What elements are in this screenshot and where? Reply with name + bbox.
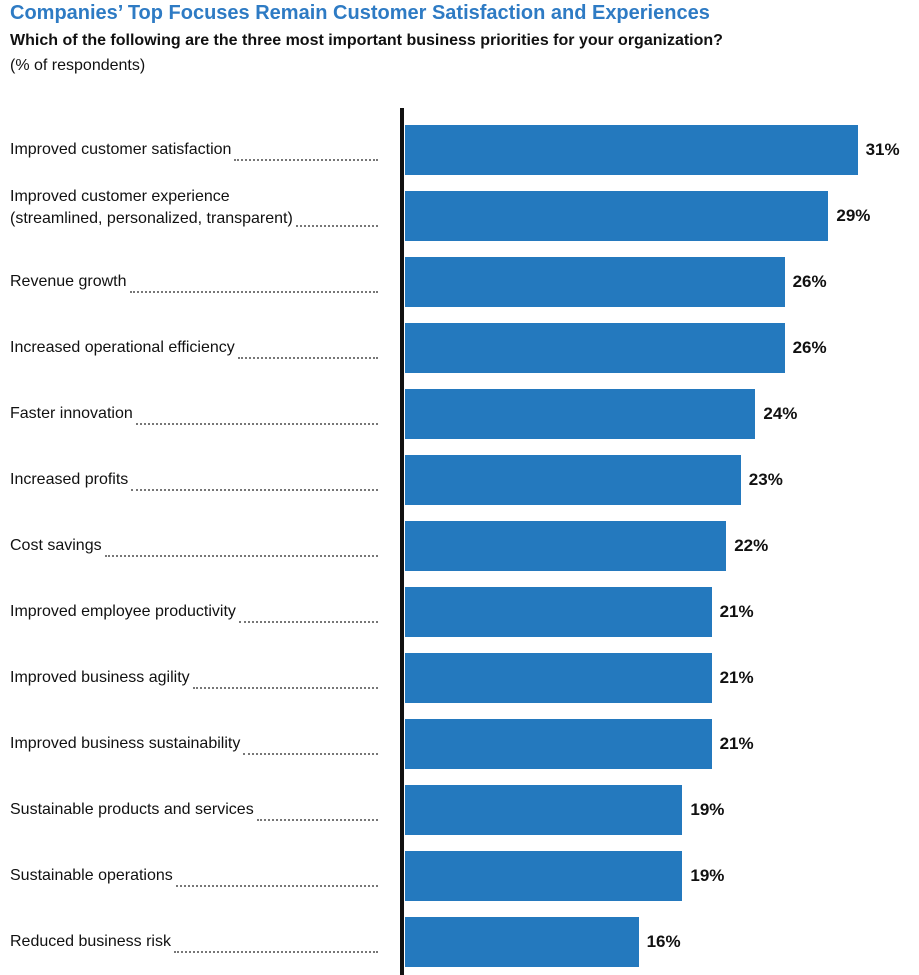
category-label: Increased operational efficiency [10, 323, 378, 373]
dotted-leader [175, 885, 378, 887]
category-label-text: Sustainable operations [10, 867, 173, 884]
category-label: Improved business agility [10, 653, 378, 703]
category-label: Faster innovation [10, 389, 378, 439]
unit-note: (% of respondents) [10, 57, 146, 74]
bar [405, 389, 756, 439]
category-label-text: Sustainable products and services [10, 801, 254, 818]
category-label: Sustainable products and services [10, 785, 378, 835]
dotted-leader [256, 819, 378, 821]
category-label-text: Improved business agility [10, 669, 190, 686]
category-label: Sustainable operations [10, 851, 378, 901]
bar [405, 719, 712, 769]
bar [405, 851, 683, 901]
bar-row: Revenue growth 26% [0, 257, 919, 307]
bar-row: Reduced business risk 16% [0, 917, 919, 967]
data-label: 19% [690, 800, 725, 819]
category-axis-line [400, 108, 404, 975]
dotted-leader [237, 357, 378, 359]
bar [405, 521, 727, 571]
bar-row: Improved customer experience (streamline… [0, 188, 919, 241]
bar-row: Sustainable operations 19% [0, 851, 919, 901]
data-label: 31% [865, 140, 900, 159]
category-label: Improved business sustainability [10, 719, 378, 769]
data-label: 29% [836, 206, 871, 225]
category-label: Cost savings [10, 521, 378, 571]
chart-subtitle: Which of the following are the three mos… [10, 32, 723, 49]
bar-row: Cost savings 22% [0, 521, 919, 571]
data-label: 19% [690, 866, 725, 885]
bar-row: Improved employee productivity 21% [0, 587, 919, 637]
category-label: Improved employee productivity [10, 587, 378, 637]
dotted-leader [129, 291, 378, 293]
bar [405, 257, 785, 307]
category-label-text: Revenue growth [10, 273, 127, 290]
bar-row: Increased operational efficiency 26% [0, 323, 919, 373]
category-label: Increased profits [10, 455, 378, 505]
data-label: 21% [719, 734, 754, 753]
bar-row: Improved business agility 21% [0, 653, 919, 703]
data-label: 23% [748, 470, 783, 489]
category-label-text: Increased profits [10, 471, 129, 488]
category-label-text: Reduced business risk [10, 933, 171, 950]
dotted-leader [131, 489, 378, 491]
dotted-leader [173, 951, 378, 953]
category-label-text: Increased operational efficiency [10, 339, 235, 356]
dotted-leader [192, 687, 378, 689]
data-label: 22% [734, 536, 769, 555]
bar-row: Sustainable products and services 19% [0, 785, 919, 835]
category-label: Revenue growth [10, 257, 378, 307]
category-label: Improved customer satisfaction [10, 125, 378, 175]
category-label: Improved customer experience (streamline… [10, 175, 378, 241]
bar [405, 653, 712, 703]
dotted-leader [295, 225, 378, 227]
bar [405, 323, 785, 373]
chart-title: Companies’ Top Focuses Remain Customer S… [10, 2, 710, 24]
category-label-text: Improved customer experience (streamline… [10, 188, 293, 227]
bar [405, 191, 829, 241]
dotted-leader [104, 555, 378, 557]
category-label: Reduced business risk [10, 917, 378, 967]
bar [405, 785, 683, 835]
dotted-leader [243, 753, 378, 755]
data-label: 26% [792, 338, 827, 357]
data-label: 21% [719, 668, 754, 687]
category-label-text: Improved employee productivity [10, 603, 236, 620]
bar [405, 587, 712, 637]
bar-row: Improved customer satisfaction 31% [0, 125, 919, 175]
dotted-leader [234, 159, 378, 161]
data-label: 26% [792, 272, 827, 291]
dotted-leader [238, 621, 378, 623]
bar-row: Faster innovation 24% [0, 389, 919, 439]
category-label-text: Faster innovation [10, 405, 133, 422]
bar-row: Improved business sustainability 21% [0, 719, 919, 769]
data-label: 16% [646, 932, 681, 951]
data-label: 24% [763, 404, 798, 423]
category-label-text: Improved customer satisfaction [10, 141, 232, 158]
bar-row: Increased profits 23% [0, 455, 919, 505]
category-label-text: Improved business sustainability [10, 735, 241, 752]
category-label-text: Cost savings [10, 537, 102, 554]
dotted-leader [135, 423, 378, 425]
bar [405, 125, 858, 175]
bar [405, 917, 639, 967]
data-label: 21% [719, 602, 754, 621]
bar [405, 455, 741, 505]
